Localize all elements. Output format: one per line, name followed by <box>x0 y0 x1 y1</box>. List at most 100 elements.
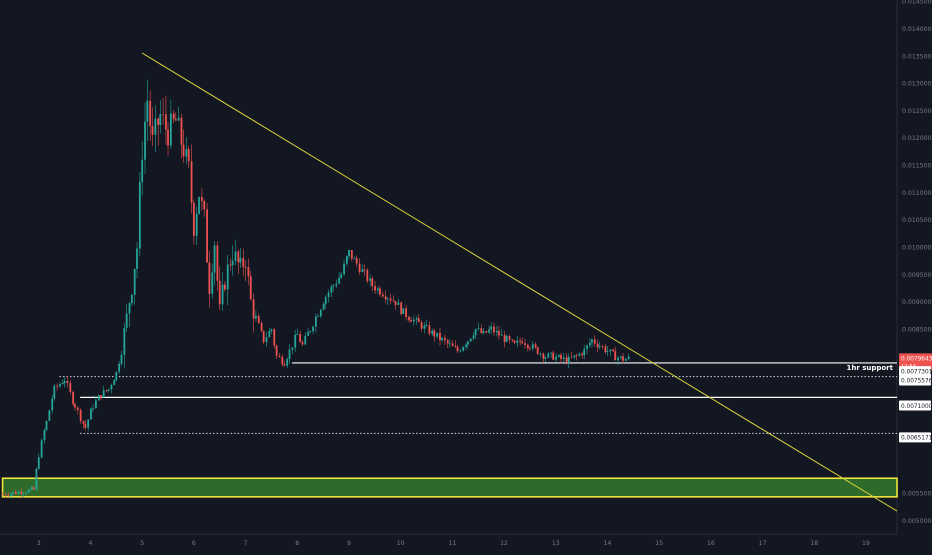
candle <box>84 423 87 428</box>
candle <box>113 379 116 386</box>
candle <box>423 325 426 329</box>
time-tick-label: 17 <box>759 540 767 547</box>
candle <box>95 400 97 408</box>
candle <box>317 316 319 317</box>
last-price-label: 0.0079643 <box>901 356 932 362</box>
candle <box>239 258 242 263</box>
candle <box>262 330 265 343</box>
candle <box>229 264 232 266</box>
candle <box>22 493 25 495</box>
candle <box>425 325 428 326</box>
candle <box>17 491 20 494</box>
candle <box>234 251 237 261</box>
candle <box>172 113 175 119</box>
candle <box>149 100 152 127</box>
candle <box>133 268 136 295</box>
candle <box>542 353 545 359</box>
candle <box>567 356 570 364</box>
candle <box>61 382 64 385</box>
candle <box>301 342 304 345</box>
candle <box>20 491 23 495</box>
candle <box>35 468 38 490</box>
candle <box>221 284 224 305</box>
candle <box>358 263 361 273</box>
candle <box>622 356 624 361</box>
candle <box>361 269 364 273</box>
candle <box>141 159 144 182</box>
candle <box>503 334 506 342</box>
level-price-label: 0.0075576 <box>901 379 932 385</box>
level-price-label: 0.0065171 <box>901 436 932 442</box>
trendline[interactable] <box>141 52 898 512</box>
candle <box>346 256 348 264</box>
candle <box>237 251 240 263</box>
candle <box>120 354 123 364</box>
candle <box>521 341 524 344</box>
candle <box>495 330 498 333</box>
candle <box>195 213 198 236</box>
candle <box>177 117 180 121</box>
time-tick-label: 15 <box>655 540 663 547</box>
candle <box>459 350 462 352</box>
price-scale[interactable] <box>897 0 932 550</box>
candle <box>165 114 167 130</box>
candle <box>562 357 565 360</box>
candle <box>581 353 584 356</box>
candle <box>448 343 451 345</box>
candle <box>208 262 211 294</box>
candle <box>118 363 121 372</box>
candle <box>417 318 420 323</box>
candle <box>182 144 185 157</box>
candle <box>309 331 312 332</box>
candle <box>32 487 35 490</box>
candle <box>270 329 273 332</box>
candle <box>275 345 278 356</box>
candle <box>76 407 79 410</box>
candle <box>456 347 459 352</box>
candle <box>534 344 537 348</box>
candle <box>526 344 529 348</box>
candle <box>255 315 257 319</box>
candle <box>268 331 271 338</box>
candle <box>462 346 465 351</box>
candle <box>231 260 234 266</box>
candle <box>213 245 216 273</box>
candle <box>226 264 229 290</box>
candle <box>330 286 333 293</box>
candle <box>14 492 17 494</box>
candle <box>575 355 578 357</box>
candle <box>59 384 61 387</box>
candle <box>552 352 555 360</box>
candle <box>609 349 612 352</box>
candle <box>265 337 268 343</box>
time-tick-label: 11 <box>448 540 456 547</box>
candle <box>281 357 284 365</box>
level-price-label: 0.0071000 <box>901 404 932 410</box>
candle <box>260 323 263 331</box>
candle <box>428 325 431 334</box>
candle <box>25 492 28 494</box>
candle <box>296 333 299 335</box>
candle <box>327 292 330 298</box>
candle <box>485 331 488 333</box>
candle <box>128 303 131 314</box>
candle <box>159 114 162 125</box>
time-tick-label: 19 <box>862 540 870 547</box>
candle <box>488 329 490 333</box>
time-tick-label: 6 <box>192 540 196 547</box>
candle <box>92 407 94 409</box>
candle <box>319 309 322 317</box>
support-zone-box[interactable] <box>1 477 898 498</box>
candle <box>151 126 154 135</box>
candle <box>402 308 405 314</box>
candle <box>286 359 289 366</box>
candle <box>257 315 260 324</box>
